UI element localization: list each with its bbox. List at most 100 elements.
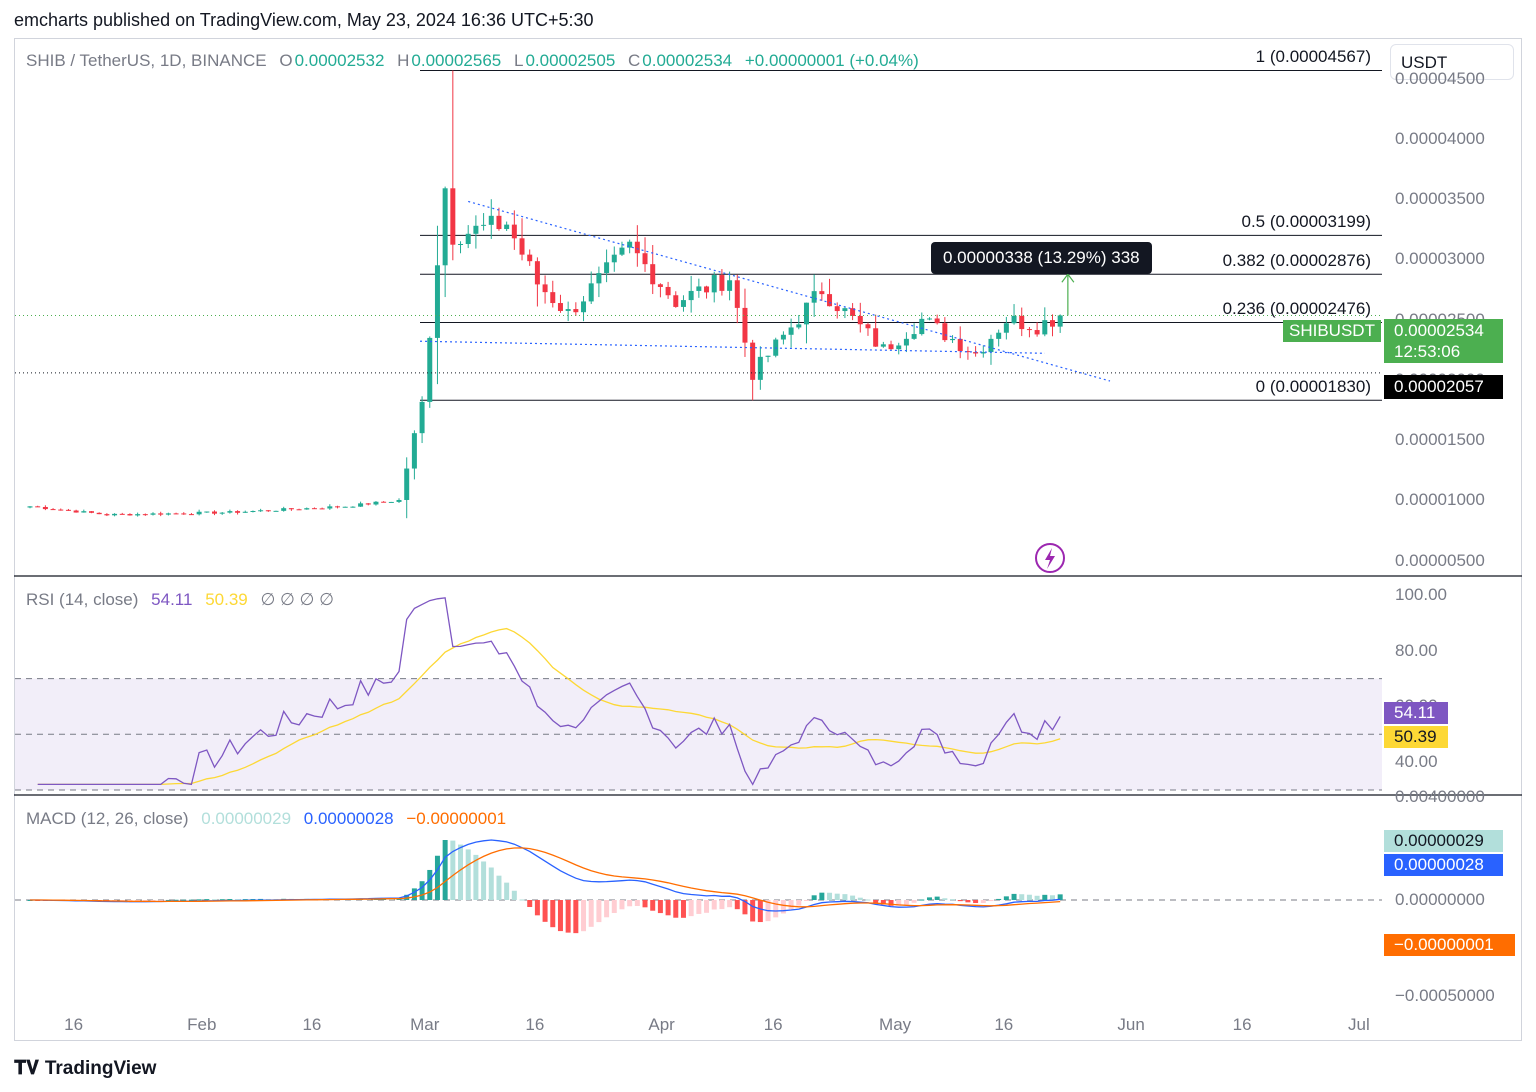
macd-hist-bar	[757, 900, 763, 923]
candle-body	[65, 509, 71, 511]
rsi-legend: RSI (14, close) 54.11 50.39 ∅ ∅ ∅ ∅	[26, 590, 336, 610]
change-value: +0.00000001 (+0.04%)	[744, 51, 919, 70]
time-tick-label: 16	[302, 1015, 322, 1034]
candles	[27, 70, 1063, 519]
bar-countdown: 12:53:06	[1394, 342, 1461, 361]
candle-body	[396, 499, 402, 502]
macd-hist-bar	[680, 900, 686, 918]
candle-body	[519, 238, 525, 255]
macd-hist-bar	[219, 899, 225, 901]
time-tick-label: Jul	[1348, 1015, 1370, 1034]
candle-body	[619, 247, 625, 255]
candle-body	[765, 355, 771, 357]
macd-hist-bar	[411, 888, 417, 900]
fib-level-label: 1 (0.00004567)	[1255, 47, 1371, 67]
candle-body	[750, 342, 756, 380]
price-tick-label: 0.00001000	[1395, 490, 1485, 510]
macd-hist-bar	[811, 895, 817, 900]
macd-hist-bar	[450, 840, 456, 900]
close-label: C	[628, 51, 641, 70]
macd-hist-badge: 0.00000029	[1384, 830, 1503, 852]
macd-hist-bar	[888, 900, 894, 906]
candle-body	[1019, 315, 1025, 330]
candle-body	[27, 506, 33, 508]
candle-body	[534, 261, 540, 285]
macd-hist-bar	[204, 899, 210, 901]
time-tick-label: Apr	[648, 1015, 675, 1034]
macd-hist-bar	[527, 900, 533, 907]
tradingview-logo-icon: 𝐓𝐕	[14, 1058, 39, 1079]
price-tick-label: 0.00004000	[1395, 128, 1485, 148]
candle-body	[742, 307, 748, 343]
chart-frame	[14, 38, 1522, 1041]
currency-unit-button[interactable]: USDT	[1390, 44, 1514, 80]
macd-signal-line	[30, 847, 1061, 908]
macd-hist-bar	[135, 900, 141, 901]
candle-body	[434, 265, 440, 338]
macd-hist-bar	[711, 900, 717, 910]
macd-hist-bar	[511, 890, 517, 900]
macd-hist-bar	[865, 899, 871, 901]
candle-body	[496, 215, 502, 230]
symbol-name[interactable]: SHIB / TetherUS, 1D, BINANCE	[26, 51, 267, 70]
macd-hist-bar	[611, 900, 617, 913]
rsi-title[interactable]: RSI (14, close)	[26, 590, 139, 609]
time-tick-label: Mar	[410, 1015, 440, 1034]
macd-hist-bar	[250, 899, 256, 901]
macd-hist-bar	[473, 854, 479, 900]
macd-hist-bar	[404, 894, 410, 900]
macd-hist-bar	[127, 900, 133, 902]
macd-hist-bar	[388, 898, 394, 900]
candle-body	[873, 328, 879, 347]
macd-hist-bar	[419, 881, 425, 900]
candle-body	[481, 224, 487, 226]
candle-body	[450, 188, 456, 245]
candle-body	[611, 254, 617, 263]
rsi-line	[37, 597, 1061, 786]
low-label: L	[513, 51, 524, 70]
candle-body	[827, 294, 833, 307]
macd-hist-bar	[481, 861, 487, 900]
fib-level-label: 0.236 (0.00002476)	[1222, 299, 1371, 319]
macd-line-badge: 0.00000028	[1384, 854, 1503, 876]
candle-body	[442, 188, 448, 266]
candle-body	[757, 356, 763, 380]
candle-body	[511, 224, 517, 239]
candle-body	[711, 275, 717, 293]
open-label: O	[279, 51, 293, 70]
high-value: 0.00002565	[411, 51, 502, 70]
macd-signal-badge: −0.00000001	[1384, 934, 1515, 956]
candle-body	[296, 509, 302, 511]
macd-title[interactable]: MACD (12, 26, close)	[26, 809, 189, 828]
macd-hist-bar	[727, 900, 733, 908]
candle-body	[281, 508, 287, 511]
candle-body	[657, 284, 663, 287]
macd-hist-bar	[1034, 895, 1040, 900]
symbol-badge: SHIBUSDT	[1283, 320, 1381, 342]
rsi-ma-badge: 50.39	[1384, 726, 1448, 748]
candle-body	[588, 283, 594, 302]
macd-tick-label: 0.00400000	[1395, 787, 1485, 806]
symbol-legend: SHIB / TetherUS, 1D, BINANCE O 0.00002532…	[26, 51, 921, 71]
last-price-badge: 0.00002534 12:53:06	[1384, 319, 1503, 363]
macd-hist-bar	[957, 900, 963, 902]
candle-body	[780, 334, 786, 340]
rsi-tick-label: 100.00	[1395, 585, 1447, 604]
candle-body	[335, 506, 341, 508]
candle-body	[50, 509, 56, 511]
macd-hist-bar	[704, 900, 710, 913]
high-label: H	[397, 51, 410, 70]
candle-body	[896, 345, 902, 350]
macd-hist-bar	[742, 900, 748, 915]
macd-hist-bar	[1019, 894, 1025, 900]
candle-body	[358, 503, 364, 507]
candle-body	[988, 338, 994, 353]
candle-body	[35, 506, 41, 508]
tradingview-logo[interactable]: 𝐓𝐕 TradingView	[14, 1058, 156, 1080]
macd-hist-bar	[850, 895, 856, 900]
candle-body	[81, 511, 87, 513]
candle-body	[304, 508, 310, 510]
macd-hist-bar	[803, 900, 809, 901]
candle-body	[650, 264, 656, 285]
